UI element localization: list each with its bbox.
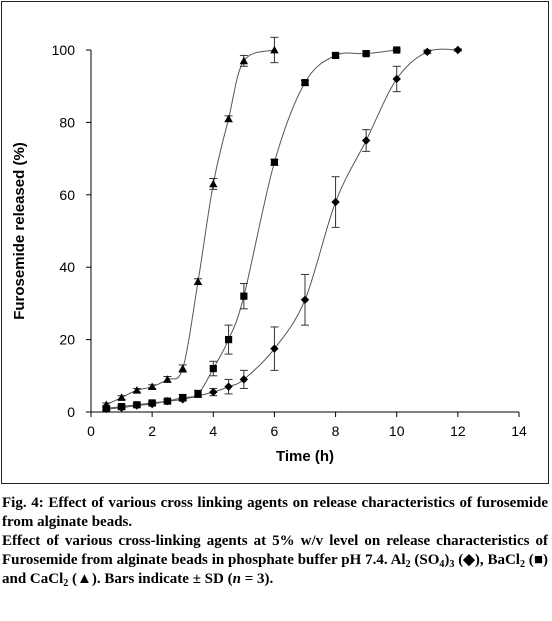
caption-text-triangle: (▲). Bars indicate ± SD (	[68, 571, 233, 587]
series-triangle-line	[106, 49, 275, 406]
diamond-marker	[224, 382, 233, 391]
caption-text-close: )	[444, 552, 450, 568]
triangle-marker	[193, 277, 203, 286]
square-marker	[331, 51, 340, 60]
subscript-al: 2	[405, 559, 411, 570]
subscript-ca: 2	[63, 578, 69, 589]
triangle-marker	[132, 386, 142, 394]
triangle-marker	[239, 56, 249, 65]
caption-text-n: = 3).	[240, 571, 274, 587]
caption-text-square: (■) and CaCl	[2, 552, 548, 587]
caption-text-so: (SO	[410, 552, 440, 568]
triangle-marker	[147, 382, 157, 391]
square-marker	[301, 78, 309, 87]
x-tick-label: 0	[87, 423, 95, 439]
x-tick-label: 10	[389, 423, 405, 439]
triangle-marker	[178, 364, 187, 372]
diamond-marker	[270, 344, 279, 353]
square-marker	[240, 292, 248, 300]
data-markers	[102, 45, 463, 414]
x-tick-label: 12	[450, 423, 466, 439]
diamond-marker	[392, 74, 401, 84]
x-tick-label: 2	[148, 423, 156, 439]
triangle-marker	[102, 400, 111, 409]
series-lines	[106, 48, 458, 410]
chart-frame: 0 2 4 6 8 10 12 14 0 20 40 60 80 100 Furosemide relea…	[1, 1, 549, 484]
y-tick-label: 100	[52, 42, 76, 58]
axes: 0 2 4 6 8 10 12 14 0 20 40 60 80 100	[52, 42, 527, 439]
caption-n-variable: n	[232, 571, 241, 587]
square-marker	[393, 46, 401, 54]
square-marker	[148, 399, 156, 407]
caption-text-1: Effect of various cross-linking agents a…	[2, 533, 548, 568]
square-marker	[270, 158, 279, 166]
triangle-marker	[270, 45, 279, 54]
series-square-line	[106, 49, 397, 409]
diamond-marker	[453, 45, 463, 55]
square-marker	[209, 364, 217, 373]
x-tick-label: 14	[511, 423, 527, 439]
y-tick-label: 0	[67, 404, 75, 420]
y-tick-label: 20	[59, 332, 75, 348]
diamond-marker	[239, 375, 249, 384]
triangle-marker	[209, 179, 218, 188]
figure-caption: Fig. 4: Effect of various cross linking …	[2, 494, 548, 589]
triangle-marker	[163, 375, 172, 383]
caption-text-diamond: (◆), BaCl	[454, 552, 520, 568]
caption-title-paragraph: Fig. 4: Effect of various cross linking …	[2, 494, 548, 532]
subscript-so4: 4	[439, 559, 445, 570]
series-diamond-line	[106, 48, 458, 410]
subscript-ba: 2	[519, 559, 525, 570]
y-tick-label: 80	[59, 114, 75, 130]
x-tick-label: 8	[332, 423, 340, 439]
diamond-marker	[209, 387, 218, 397]
triangle-marker	[117, 393, 126, 401]
subscript-3: 3	[449, 559, 455, 570]
y-tick-label: 60	[59, 187, 75, 203]
figure-title: Effect of various cross linking agents o…	[2, 495, 548, 530]
x-tick-label: 6	[271, 423, 279, 439]
square-marker	[102, 404, 110, 412]
y-axis-title: Furosemide released (%)	[11, 142, 28, 320]
diamond-marker	[300, 295, 310, 304]
diamond-marker	[331, 197, 340, 207]
square-marker	[179, 393, 187, 402]
square-marker	[117, 402, 126, 411]
triangle-marker	[224, 114, 233, 123]
y-tick-label: 40	[59, 259, 75, 275]
x-axis-title: Time (h)	[276, 448, 334, 465]
error-bars	[102, 36, 462, 412]
diamond-marker	[423, 47, 432, 57]
caption-body-paragraph: Effect of various cross-linking agents a…	[2, 532, 548, 589]
square-marker	[224, 336, 233, 344]
square-marker	[194, 390, 202, 398]
x-tick-label: 4	[209, 423, 217, 439]
square-marker	[163, 397, 172, 405]
square-marker	[362, 50, 370, 58]
chart-svg: 0 2 4 6 8 10 12 14 0 20 40 60 80 100 Furosemide relea…	[11, 36, 527, 465]
diamond-marker	[361, 136, 371, 145]
square-marker	[133, 401, 141, 409]
figure-label: Fig. 4:	[2, 495, 44, 511]
